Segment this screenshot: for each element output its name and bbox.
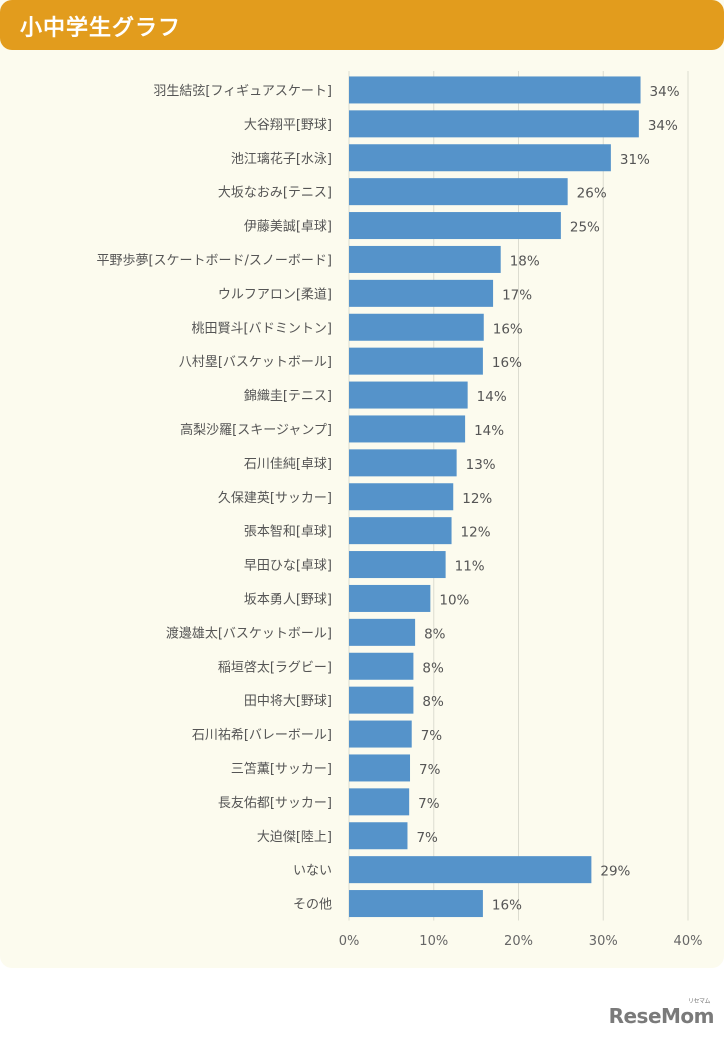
category-label: 八村塁[バスケットボール] (179, 355, 332, 370)
bar (349, 754, 411, 782)
category-label: 桃田賢斗[バドミントン] (191, 321, 332, 336)
category-label: 平野歩夢[スケートボード/スノーボード] (96, 253, 332, 268)
data-label: 7% (419, 762, 441, 778)
bar (349, 144, 611, 172)
data-label: 29% (600, 864, 630, 880)
data-label: 8% (424, 626, 446, 642)
bar (349, 890, 483, 918)
data-label: 31% (620, 152, 650, 168)
category-label: その他 (293, 898, 332, 913)
bar (349, 788, 410, 816)
category-label: 錦織圭[テニス] (244, 388, 332, 404)
bar (349, 686, 414, 714)
category-label: 羽生結弦[フィギュアスケート] (153, 83, 332, 99)
data-label: 7% (416, 830, 438, 846)
data-label: 18% (510, 253, 540, 269)
category-label: 早田ひな[卓球] (244, 559, 332, 574)
bar (349, 822, 408, 850)
category-label: 池江璃花子[水泳] (231, 151, 332, 167)
bar (349, 517, 452, 545)
data-label: 12% (461, 525, 491, 541)
category-label: 稲垣啓太[ラグビー] (218, 660, 332, 675)
bar (349, 279, 494, 307)
category-label: 大迫傑[陸上] (257, 829, 332, 845)
data-label: 11% (455, 559, 485, 575)
category-label: 石川佳純[卓球] (244, 457, 332, 472)
category-label: 渡邊雄太[バスケットボール] (166, 625, 332, 641)
data-label: 25% (570, 220, 600, 236)
category-label: 大谷翔平[野球] (244, 118, 332, 133)
data-label: 34% (650, 84, 680, 100)
category-label: 張本智和[卓球] (244, 525, 332, 540)
category-label: 高梨沙羅[スキージャンプ] (180, 422, 332, 438)
category-label: 田中将大[野球] (244, 694, 332, 709)
logo-text: ReseMom (608, 1004, 715, 1028)
data-label: 34% (648, 118, 678, 134)
bar (349, 110, 639, 138)
data-label: 7% (418, 796, 440, 812)
bar (349, 178, 568, 206)
bar (349, 652, 414, 680)
bar (349, 347, 483, 375)
bar (349, 449, 457, 477)
x-tick-label: 10% (419, 934, 448, 949)
bar (349, 381, 468, 409)
bar (349, 483, 454, 511)
data-label: 13% (466, 457, 496, 473)
data-label: 12% (462, 491, 492, 507)
x-tick-label: 30% (589, 934, 618, 949)
data-label: 16% (492, 355, 522, 371)
bar-chart: 0% 10% 20% 30% 40% 羽生結弦[フィギュアスケート] 34% 大谷翔平[野球]… (96, 71, 703, 949)
data-label: 26% (577, 186, 607, 202)
category-label: いない (293, 864, 332, 879)
bar (349, 245, 501, 273)
data-label: 17% (502, 287, 532, 303)
data-label: 8% (422, 694, 444, 710)
category-label: ウルフアロン[柔道] (218, 287, 332, 302)
category-label: 坂本勇人[野球] (244, 592, 332, 607)
category-label: 三笘薫[サッカー] (231, 762, 332, 777)
bar (349, 551, 446, 579)
bar (349, 856, 592, 884)
category-label: 久保建英[サッカー] (218, 491, 332, 506)
page-title: 小中学生グラフ (20, 16, 182, 41)
category-label: 伊藤美誠[卓球] (244, 220, 332, 235)
data-label: 7% (421, 728, 443, 744)
bar (349, 212, 561, 240)
category-label: 長友佑都[サッカー] (218, 795, 332, 811)
category-label: 石川祐希[バレーボール] (192, 728, 332, 743)
bar (349, 618, 416, 646)
data-label: 8% (422, 660, 444, 676)
bar (349, 415, 466, 443)
data-label: 16% (493, 321, 523, 337)
bar (349, 584, 431, 612)
bar (349, 313, 484, 341)
data-label: 10% (439, 592, 469, 608)
resemom-logo: ReseMom リセマム (608, 998, 715, 1028)
bar (349, 720, 412, 748)
bar (349, 76, 641, 104)
x-tick-label: 0% (339, 934, 360, 949)
category-label: 大坂なおみ[テニス] (218, 186, 332, 201)
data-label: 14% (477, 389, 507, 405)
data-label: 14% (474, 423, 504, 439)
x-tick-label: 20% (504, 934, 533, 949)
header-bar: 小中学生グラフ (0, 0, 724, 50)
data-label: 16% (492, 898, 522, 914)
logo-ruby: リセマム (687, 998, 711, 1005)
x-tick-label: 40% (674, 934, 703, 949)
